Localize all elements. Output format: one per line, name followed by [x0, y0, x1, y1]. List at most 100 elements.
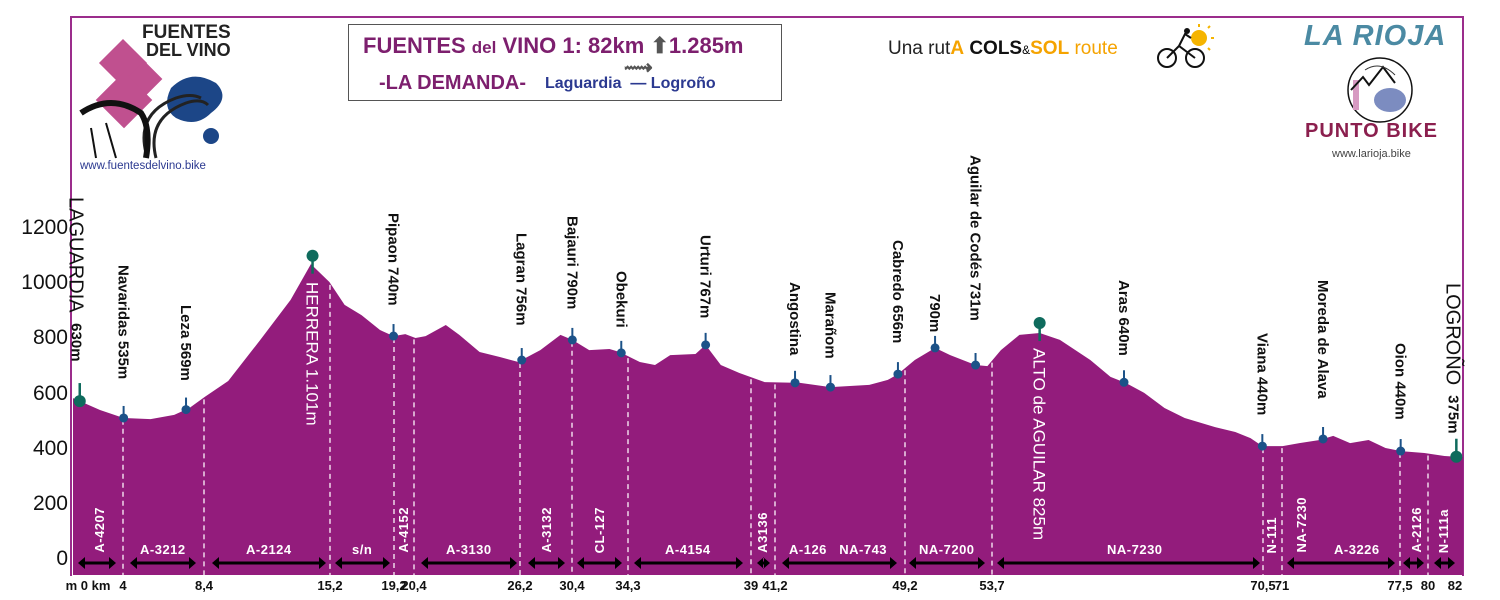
waypoint-elevation: 630m [67, 318, 85, 362]
marker-dot [825, 382, 835, 392]
road-label: A-4154 [665, 542, 711, 557]
waypoint-name: Viana 440m [1253, 333, 1271, 416]
road-segment-arrow [212, 557, 326, 569]
waypoint-label: Navaridas 535m [115, 265, 132, 379]
x-tick-label: 71 [1274, 578, 1290, 593]
road-label: A-3130 [446, 542, 492, 557]
road-label: A-3132 [539, 507, 554, 553]
waypoint-name: 790m [926, 294, 944, 333]
x-tick-label: 77,5 [1387, 578, 1413, 593]
road-label: A-2124 [246, 542, 292, 557]
x-tick-value: 0 [80, 578, 88, 593]
waypoint-name: Oion 440m [1391, 343, 1409, 420]
y-tick-label: 1200 [21, 216, 68, 240]
road-segment-arrow [634, 557, 743, 569]
route-title: FUENTES del VINO 1: 82km ⬆1.285m [363, 33, 744, 59]
x-tick-label: 34,3 [615, 578, 641, 593]
road-label: s/n [352, 542, 373, 557]
summit-dot [306, 249, 319, 262]
marker-dot [119, 413, 129, 423]
summit-dot [1033, 317, 1046, 330]
frame-border-right [1462, 16, 1464, 576]
x-tick-label: 20,4 [401, 578, 427, 593]
waypoint-marker [825, 375, 835, 392]
waypoint-marker [790, 370, 800, 388]
waypoint-name: LAGUARDIA [64, 197, 87, 313]
arrow-up-icon: ⬆ [650, 33, 669, 58]
road-segment-arrow [335, 557, 390, 569]
marker-dot [1396, 446, 1406, 456]
tagline-route: route [1069, 38, 1118, 59]
marker-dot [1257, 441, 1267, 451]
marker-dot [389, 331, 399, 341]
x-tick-label: 26,2 [507, 578, 533, 593]
waypoint-marker [1257, 434, 1267, 451]
x-tick-label: 80 [1420, 578, 1436, 593]
marker-dot [616, 348, 626, 358]
x-unit-label: km [88, 578, 111, 593]
waypoint-marker [930, 335, 940, 353]
x-tick-label: 19,2 [381, 578, 407, 593]
waypoint-marker [1119, 370, 1129, 387]
elevation-profile-area [73, 264, 1464, 575]
road-label: NA-7230 [1294, 497, 1309, 553]
road-label: N-111 [1264, 517, 1279, 554]
waypoint-label: Angostina [786, 282, 803, 355]
waypoint-name: Marañom [821, 292, 839, 359]
waypoint-marker [616, 340, 626, 358]
marker-dot [701, 340, 711, 350]
waypoint-marker [1450, 438, 1463, 463]
title-prefix: FUENTES [363, 33, 472, 58]
road-segment-arrow [577, 557, 622, 569]
title-climb: 1.285m [668, 33, 744, 58]
route-subtitle: -LA DEMANDA- [379, 72, 527, 94]
x-tick-label: m 0 km [66, 578, 111, 593]
marker-dot [1318, 434, 1328, 444]
x-tick-label: 82 [1447, 578, 1463, 593]
waypoint-label: Pipaon 740m [385, 213, 402, 306]
x-tick-label: 15,2 [317, 578, 343, 593]
waypoint-name: Leza 569m [177, 305, 195, 381]
fuentes-del-vino-logo: FUENTES DEL VINO www.fuentesdelvino.bike [76, 18, 236, 178]
waypoint-marker [517, 348, 527, 365]
cyclist-sun-icon [1157, 24, 1214, 68]
logo-url[interactable]: www.fuentesdelvino.bike [80, 160, 206, 172]
road-label: CL-127 [592, 507, 607, 554]
road-label: A-4152 [396, 507, 411, 553]
waypoint-name: Obekuri [612, 271, 630, 328]
tagline-text: Una rut [888, 38, 951, 59]
waypoint-marker [971, 353, 981, 370]
waypoint-label: Lagran 756m [513, 233, 530, 326]
marker-dot [930, 343, 940, 353]
road-segment-arrow [997, 557, 1260, 569]
waypoint-name: LOGROÑO [1441, 283, 1464, 386]
x-tick-label: 41,2 [762, 578, 788, 593]
punto-bike-brand: PUNTO BIKE [1305, 120, 1438, 142]
road-label: NA-7200 [919, 542, 975, 557]
title-del: del [471, 38, 497, 57]
tagline-sol: SOL [1030, 38, 1070, 59]
waypoint-label: HERRERA 1.101m [303, 282, 322, 426]
la-rioja-url[interactable]: www.larioja.bike [1332, 148, 1411, 160]
marker-dot [1119, 377, 1129, 387]
y-unit-label: m [65, 578, 81, 593]
marker-dot [517, 355, 527, 365]
marker-dot [567, 335, 577, 345]
tagline: Una rutA COLS&SOL route [888, 38, 1118, 60]
waypoint-label: Aguilar de Codés 731m [967, 155, 984, 321]
waypoint-marker [893, 362, 903, 379]
road-label: NA-7230 [1107, 542, 1163, 557]
road-segment-arrow [782, 557, 897, 569]
road-segment-arrow [528, 557, 565, 569]
y-tick-label: 200 [32, 491, 68, 515]
y-tick-label: 0 [56, 547, 68, 570]
la-rioja-logo-title: LA RIOJA [1304, 20, 1447, 52]
waypoint-label: Urturi 767m [697, 235, 714, 318]
y-tick-label: 600 [32, 381, 68, 405]
waypoint-name: Bajauri 790m [563, 216, 581, 310]
waypoint-label: Viana 440m [1253, 333, 1271, 416]
road-label: A-4207 [92, 507, 107, 553]
road-segment-arrow [757, 557, 770, 569]
waypoint-marker [701, 332, 711, 350]
waypoint-elevation: 375m [1444, 391, 1462, 434]
